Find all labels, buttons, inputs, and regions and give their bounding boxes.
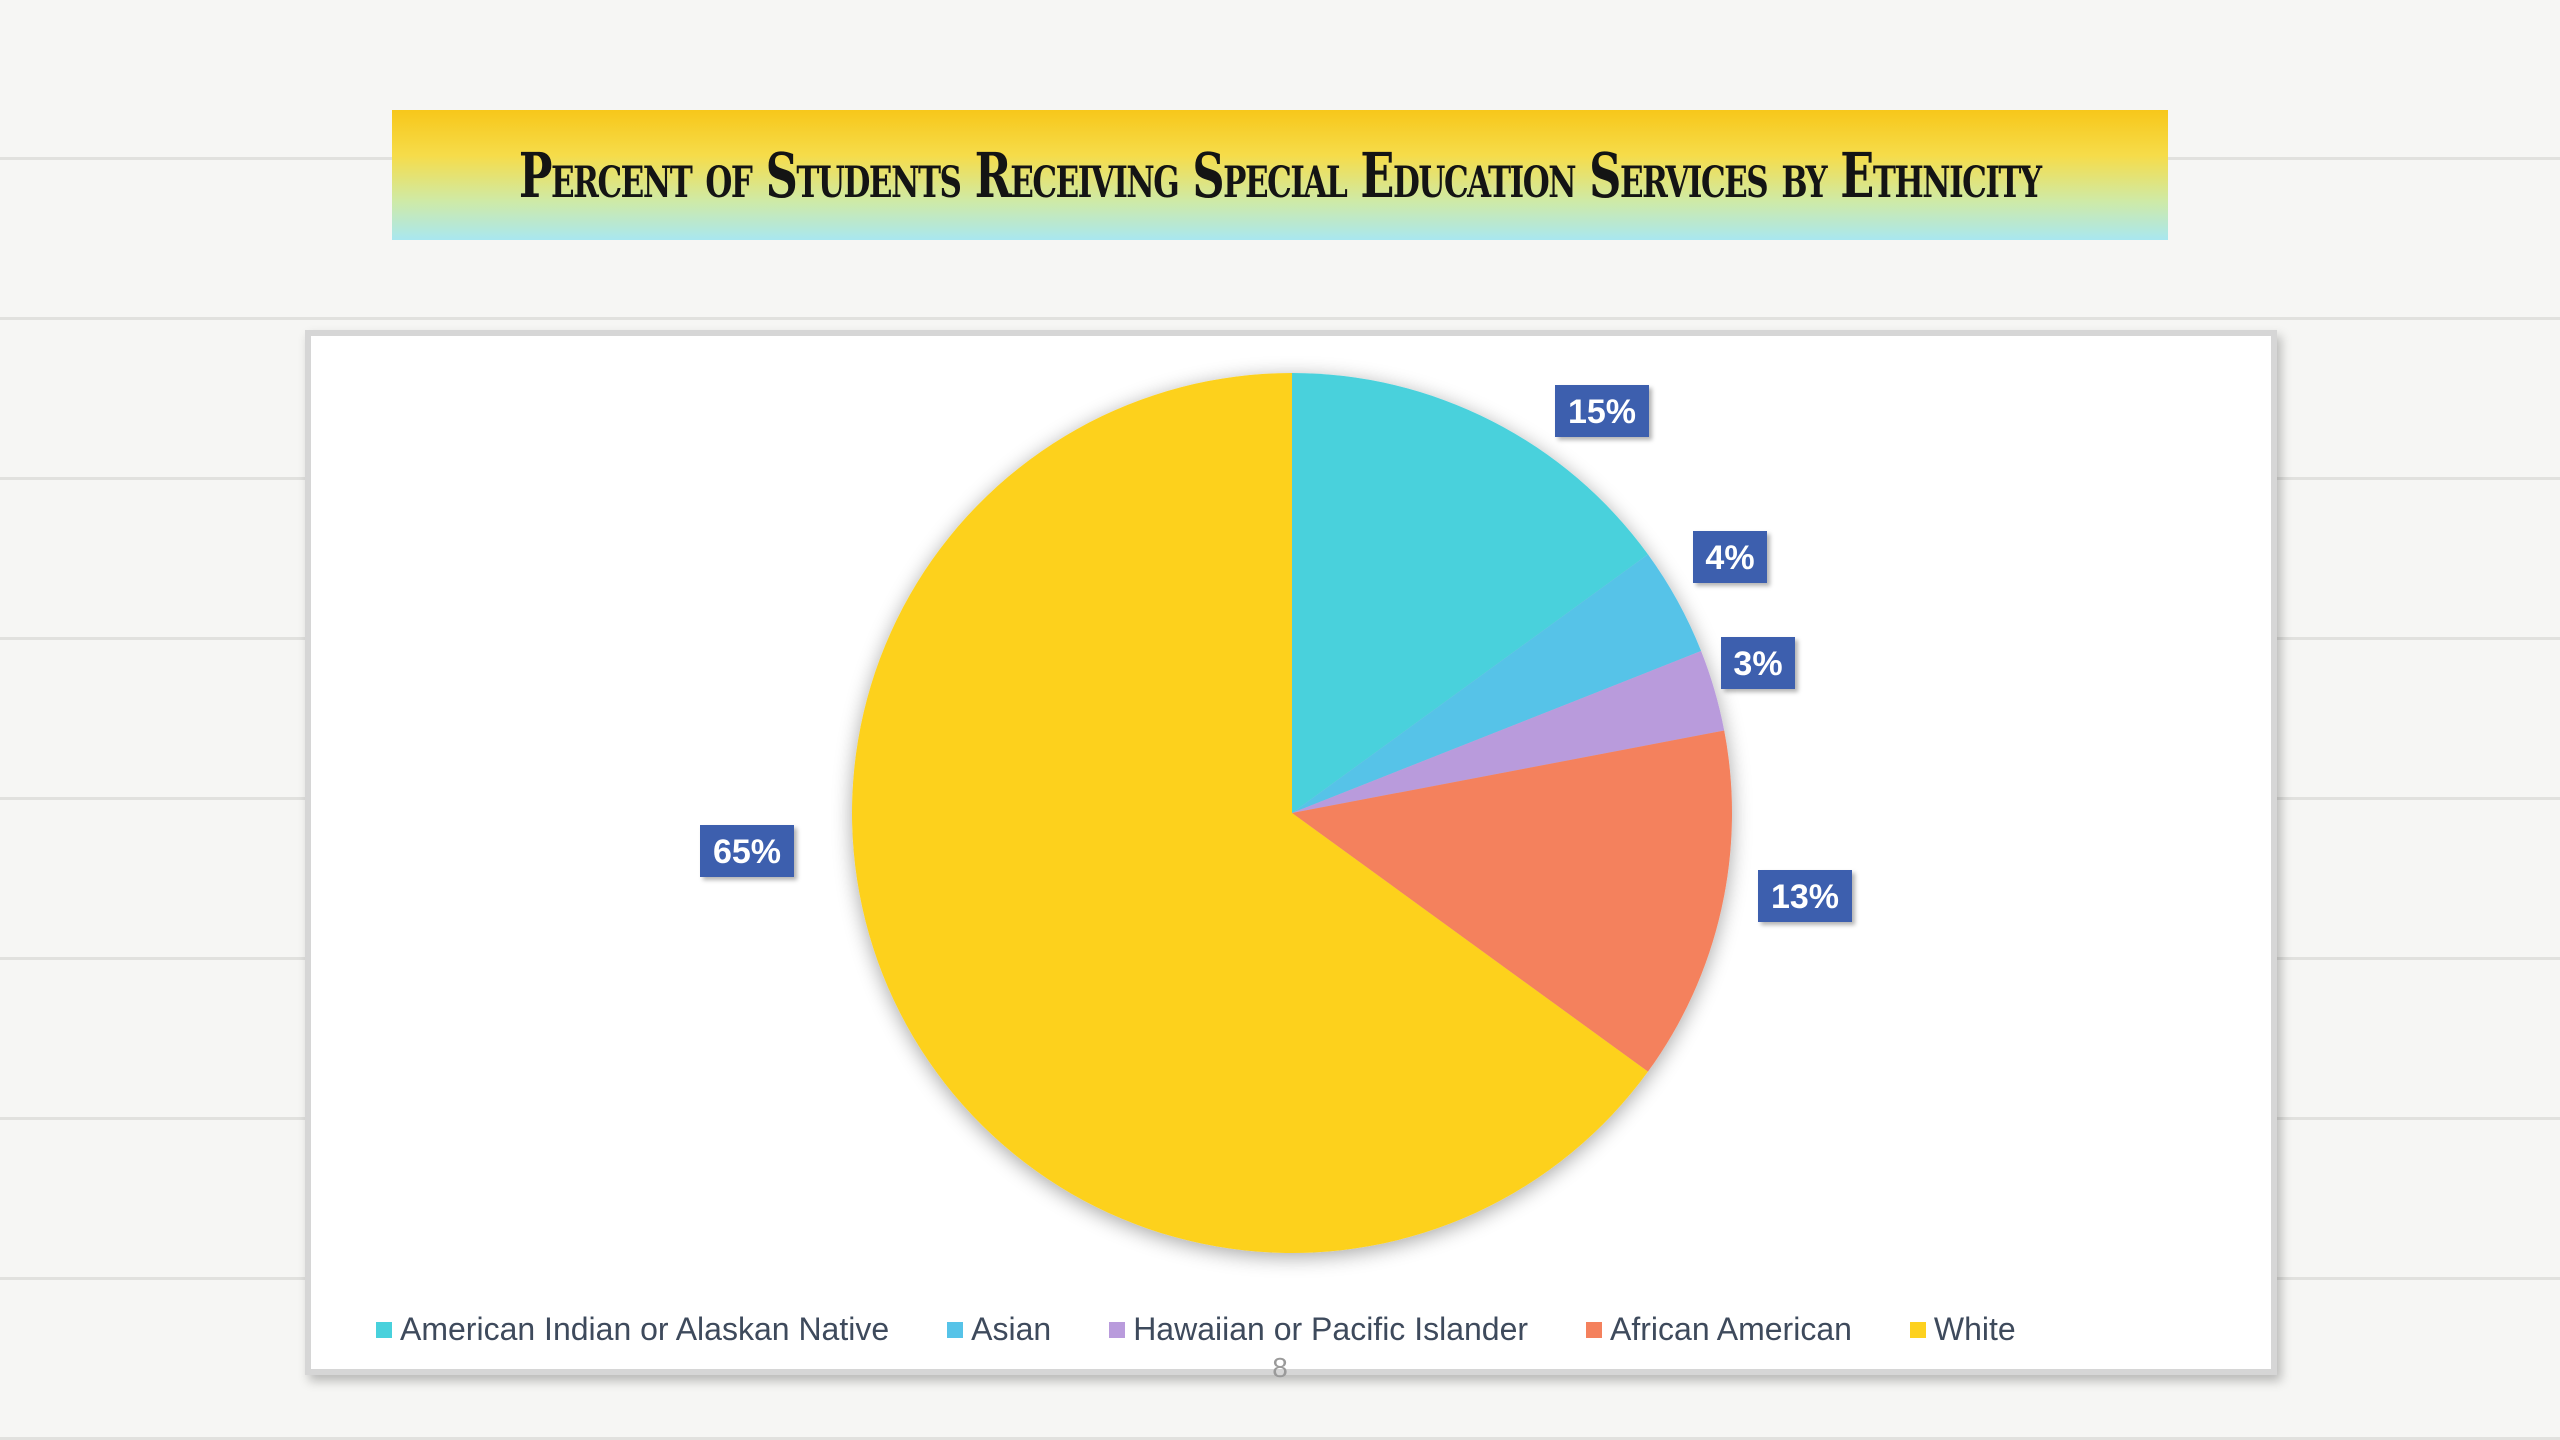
legend-label: African American: [1610, 1311, 1852, 1347]
pie-slice-hawaiian-or-pacific-islander: [1292, 651, 1725, 813]
legend-item-hawaiian-or-pacific-islander: Hawaiian or Pacific Islander: [1109, 1311, 1528, 1348]
pie-slice-asian: [1292, 554, 1702, 813]
data-label-box: [1693, 531, 1767, 583]
legend-label: American Indian or Alaskan Native: [400, 1311, 890, 1347]
pie-slice-african-american: [1292, 730, 1732, 1072]
pie-slice-white: [851, 373, 1648, 1253]
data-label-box: [700, 825, 794, 877]
legend-swatch: [1909, 1321, 1926, 1338]
page-number: 8: [1272, 1352, 1288, 1383]
data-label-hawaiian-or-pacific-islander: 3%: [1721, 637, 1795, 689]
chart-card: 15% 4% 3% 13% 65% American Indian or Alaskan…: [305, 330, 2277, 1375]
data-label-text: 15%: [1568, 393, 1636, 431]
legend-swatch: [376, 1321, 392, 1338]
legend-label: White: [1933, 1311, 2016, 1347]
data-label-american-indian-or-alaskan-native: 15%: [1555, 385, 1649, 437]
data-label-text: 3%: [1733, 645, 1782, 683]
data-label-asian: 4%: [1693, 531, 1767, 583]
legend-swatch: [947, 1321, 964, 1338]
legend-swatch: [1109, 1321, 1126, 1338]
legend-item-african-american: African American: [1586, 1311, 1852, 1348]
data-label-box: [1721, 637, 1795, 689]
slide-title: Percent of Students Receiving Special Ed…: [519, 138, 2042, 212]
legend-item-american-indian-or-alaskan-native: American Indian or Alaskan Native: [376, 1311, 889, 1348]
legend-item-white: White: [1909, 1311, 2016, 1348]
pie-slice-american-indian-or-alaskan-native: [1292, 373, 1648, 813]
data-label-box: [1555, 385, 1649, 437]
data-label-white: 65%: [700, 825, 794, 877]
legend-swatch: [1586, 1321, 1603, 1338]
legend-item-asian: Asian: [947, 1311, 1051, 1348]
data-label-text: 4%: [1705, 539, 1754, 577]
data-label-african-american: 13%: [1758, 870, 1852, 922]
chart-legend: American Indian or Alaskan Native Asian Ha…: [376, 1311, 2016, 1348]
data-label-text: 13%: [1771, 878, 1839, 916]
data-label-text: 65%: [713, 833, 781, 871]
pie-chart: 15% 4% 3% 13% 65%: [700, 373, 1852, 1253]
title-banner: Percent of Students Receiving Special Ed…: [392, 110, 2168, 240]
legend-label: Asian: [971, 1311, 1052, 1347]
legend-label: Hawaiian or Pacific Islander: [1133, 1311, 1529, 1347]
data-label-box: [1758, 870, 1852, 922]
